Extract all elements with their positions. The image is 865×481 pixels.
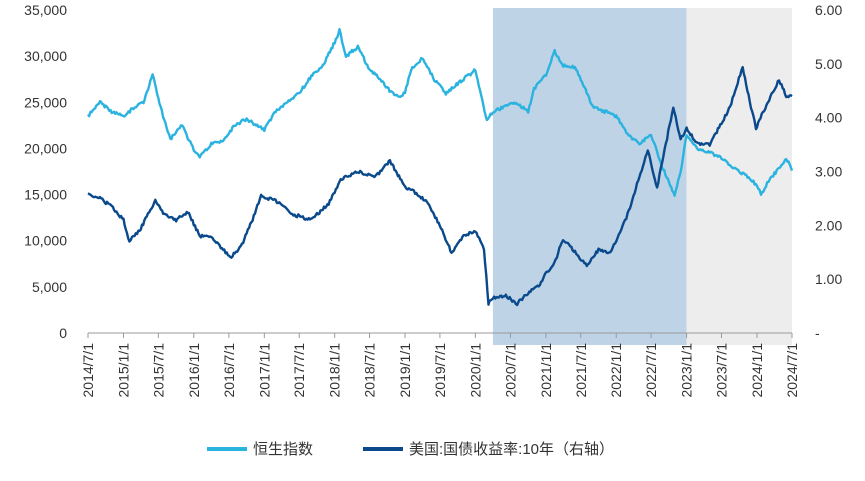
tick-labels: 0 5,000 10,000 15,000 20,000 25,000 30,000 35,0… (24, 2, 842, 398)
x-tick-label: 2021/7/1 (573, 343, 589, 398)
x-tick-label: 2022/1/1 (608, 343, 624, 398)
y-right-tick-label: - (815, 325, 820, 341)
y-right-tick-label: 1.00 (815, 271, 842, 287)
y-left-tick-label: 35,000 (24, 2, 67, 18)
legend-label-us10y: 美国:国债收益率:10年（右轴） (409, 441, 614, 458)
x-tick-label: 2016/7/1 (221, 343, 237, 398)
x-tick-label: 2024/1/1 (749, 343, 765, 398)
y-left-tick-label: 0 (59, 325, 67, 341)
y-left-tick-label: 30,000 (24, 48, 67, 64)
y-left-tick-label: 20,000 (24, 140, 67, 156)
y-right-tick-label: 2.00 (815, 217, 842, 233)
x-tick-label: 2020/1/1 (467, 343, 483, 398)
legend-label-hsi: 恒生指数 (253, 441, 313, 458)
x-tick-label: 2022/7/1 (643, 343, 659, 398)
x-tick-label: 2024/7/1 (784, 343, 800, 398)
y-right-tick-label: 6.00 (815, 2, 842, 18)
series-line-us10y (87, 65, 793, 307)
shaded-region-2 (686, 8, 792, 345)
y-right-tick-label: 5.00 (815, 56, 842, 72)
x-tick-label: 2023/7/1 (713, 343, 729, 398)
y-left-tick-label: 10,000 (24, 233, 67, 249)
y-left-tick-label: 5,000 (32, 279, 67, 295)
series-lines (87, 28, 794, 307)
y-left-tick-label: 25,000 (24, 94, 67, 110)
x-tick-label: 2018/1/1 (327, 343, 343, 398)
x-tick-label: 2019/7/1 (432, 343, 448, 398)
shaded-region-1 (492, 8, 687, 345)
x-tick-label: 2020/7/1 (502, 343, 518, 398)
x-tick-label: 2015/7/1 (150, 343, 166, 398)
legend: 恒生指数 美国:国债收益率:10年（右轴） (207, 441, 614, 458)
x-tick-label: 2017/1/1 (256, 343, 272, 398)
y-left-tick-label: 15,000 (24, 187, 67, 203)
x-tick-label: 2016/1/1 (186, 343, 202, 398)
x-tick-label: 2015/1/1 (115, 343, 131, 398)
series-line-hsi (87, 28, 794, 197)
axes (87, 332, 793, 338)
x-tick-label: 2017/7/1 (291, 343, 307, 398)
x-tick-label: 2018/7/1 (362, 343, 378, 398)
x-tick-label: 2014/7/1 (80, 343, 96, 398)
x-tick-label: 2023/1/1 (679, 343, 695, 398)
x-tick-label: 2019/1/1 (397, 343, 413, 398)
y-right-tick-label: 3.00 (815, 164, 842, 180)
x-tick-label: 2021/1/1 (538, 343, 554, 398)
y-right-tick-label: 4.00 (815, 110, 842, 126)
